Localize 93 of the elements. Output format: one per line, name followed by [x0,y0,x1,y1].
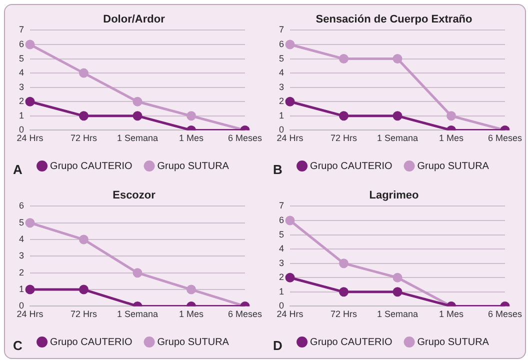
legend-label: Grupo SUTURA [417,336,490,348]
point [285,272,295,282]
x-tick-label: 24 Hrs [276,309,304,320]
x-tick-label: 72 Hrs [330,309,358,320]
y-tick-label: 3 [278,258,284,268]
point [79,68,89,78]
point [186,111,196,121]
y-tick-label: 6 [278,214,284,225]
y-tick-label: 5 [18,217,24,228]
point [392,111,402,121]
y-tick-label: 2 [18,96,24,106]
y-tick-label: 6 [18,38,24,49]
x-tick-label: 6 Meses [228,309,262,320]
point [25,40,35,50]
x-tick-label: 1 Semana [376,309,418,320]
x-tick-label: 1 Semana [116,309,158,320]
chart-title: Dolor/Ardor [103,14,166,26]
point [132,111,142,121]
point [79,234,89,244]
x-tick-label: 1 Mes [178,309,204,320]
x-tick-label: 6 Meses [488,309,522,320]
chart-title: Escozor [112,190,156,202]
point [79,111,89,121]
legend-label: Grupo SUTURA [417,160,490,172]
y-tick-label: 6 [278,38,284,49]
y-tick-label: 1 [18,284,24,294]
x-tick-label: 6 Meses [228,133,262,144]
legend-label: Grupo CAUTERIO [310,336,392,348]
y-tick-label: 2 [18,267,24,278]
y-tick-label: 0 [18,300,24,311]
x-tick-label: 1 Semana [376,133,418,144]
legend-label: Grupo CAUTERIO [50,336,132,348]
y-tick-label: 5 [278,53,284,64]
y-tick-label: 3 [18,82,24,92]
legend-label: Grupo CAUTERIO [50,160,132,172]
y-tick-label: 1 [278,110,284,120]
y-tick-label: 0 [278,300,284,311]
chart-title: Lagrimeo [369,190,420,202]
point [339,258,349,268]
point [79,284,89,294]
point [285,40,295,50]
y-tick-label: 5 [18,53,24,64]
point [285,216,295,226]
text: B [273,162,282,178]
chart-title: Sensación de Cuerpo Extraño [316,14,473,26]
legend-label: Grupo CAUTERIO [310,160,392,172]
y-tick-label: 2 [278,96,284,106]
x-tick-label: 1 Semana [116,133,158,144]
point [25,96,35,106]
y-tick-label: 0 [278,124,284,135]
x-tick-label: 24 Hrs [16,133,44,144]
point [392,287,402,297]
text: A [13,162,23,178]
point [446,111,456,121]
x-tick-label: 1 Mes [178,133,204,144]
x-tick-label: 1 Mes [438,133,464,144]
x-tick-label: 24 Hrs [276,133,304,144]
legend-label: Grupo SUTURA [157,336,230,348]
point [25,284,35,294]
x-tick-label: 72 Hrs [70,309,98,320]
x-tick-label: 1 Mes [438,309,464,320]
point [285,96,295,106]
point [339,287,349,297]
y-tick-label: 0 [18,124,24,135]
point [339,54,349,64]
y-tick-label: 3 [278,82,284,92]
point [132,268,142,278]
text: D [273,338,282,354]
point [392,54,402,64]
y-tick-label: 4 [18,234,24,244]
point [25,218,35,228]
y-tick-label: 6 [18,200,24,211]
y-tick-label: 1 [18,110,24,120]
y-tick-label: 7 [278,200,284,211]
y-tick-label: 3 [18,250,24,261]
y-tick-label: 4 [18,68,24,78]
y-tick-label: 4 [278,244,284,254]
point [392,272,402,282]
y-tick-label: 2 [278,272,284,282]
point [186,284,196,294]
point [339,111,349,121]
x-tick-label: 6 Meses [488,133,522,144]
y-tick-label: 5 [278,229,284,240]
y-tick-label: 7 [278,24,284,35]
x-tick-label: 24 Hrs [16,309,44,320]
x-tick-label: 72 Hrs [70,133,98,144]
legend-label: Grupo SUTURA [157,160,230,172]
x-tick-label: 72 Hrs [330,133,358,144]
text: C [13,338,23,354]
y-tick-label: 4 [278,68,284,78]
y-tick-label: 7 [18,24,24,35]
y-tick-label: 1 [278,286,284,296]
point [132,96,142,106]
